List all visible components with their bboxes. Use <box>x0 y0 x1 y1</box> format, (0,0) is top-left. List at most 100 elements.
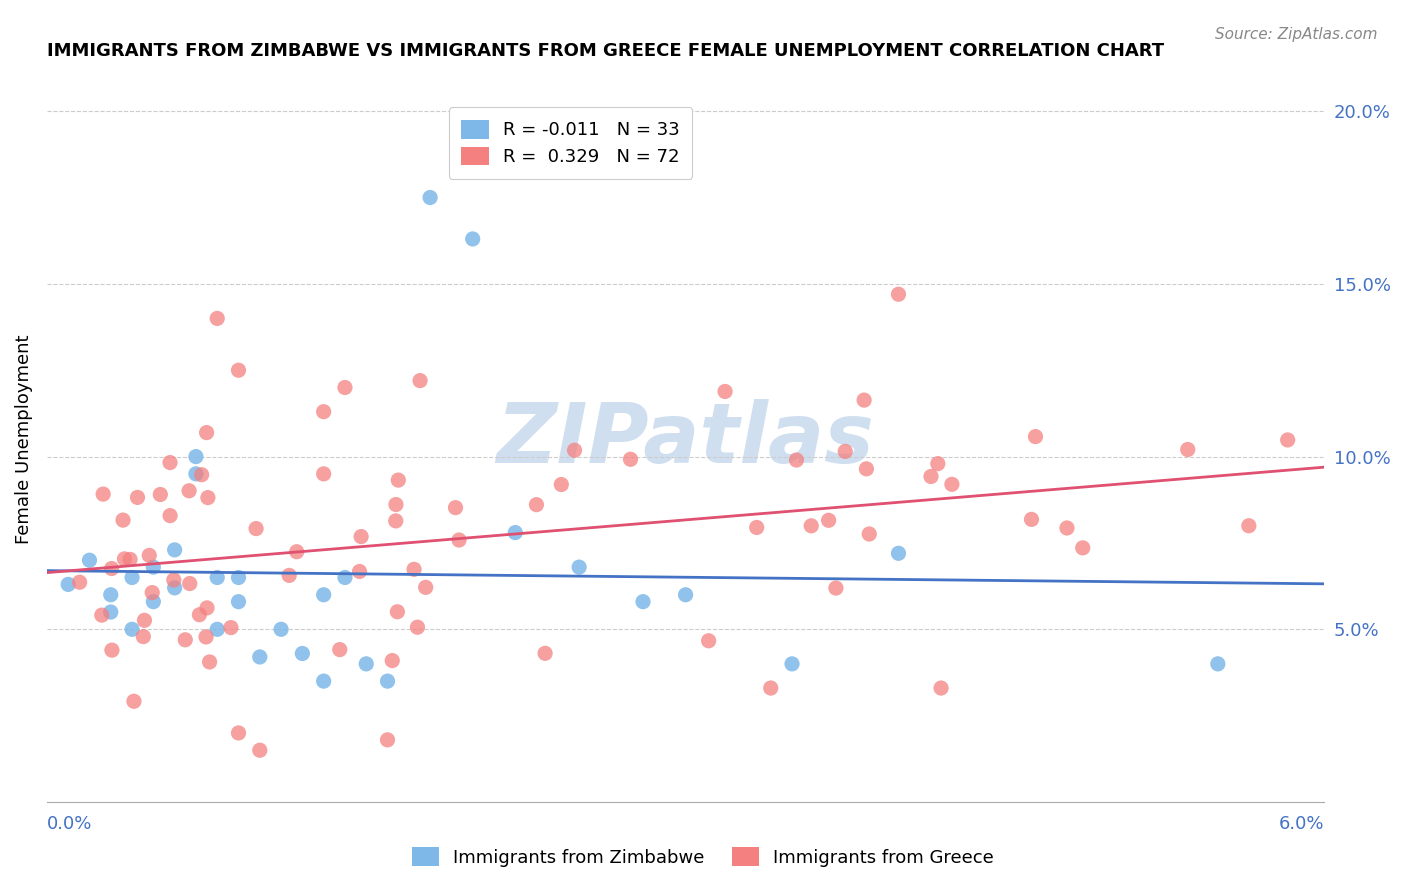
Point <box>785 453 807 467</box>
Point <box>887 287 910 301</box>
Point <box>228 726 250 740</box>
Point <box>205 311 228 326</box>
Point <box>941 477 963 491</box>
Point <box>1071 541 1094 555</box>
Point <box>91 487 114 501</box>
Point <box>101 643 124 657</box>
Point <box>56 577 79 591</box>
Point <box>333 380 356 394</box>
Point <box>447 533 470 547</box>
Point <box>111 513 134 527</box>
Point <box>503 525 526 540</box>
Point <box>568 560 591 574</box>
Point <box>759 681 782 695</box>
Y-axis label: Female Unemployment: Female Unemployment <box>15 334 32 544</box>
Point <box>534 646 557 660</box>
Point <box>697 633 720 648</box>
Point <box>141 585 163 599</box>
Point <box>381 654 404 668</box>
Point <box>249 743 271 757</box>
Point <box>163 581 186 595</box>
Point <box>159 456 181 470</box>
Point <box>163 542 186 557</box>
Point <box>853 393 876 408</box>
Point <box>419 190 441 204</box>
Point <box>195 630 218 644</box>
Point <box>278 568 301 582</box>
Point <box>384 514 406 528</box>
Point <box>197 491 219 505</box>
Point <box>142 595 165 609</box>
Point <box>675 588 697 602</box>
Point <box>817 513 839 527</box>
Point <box>149 487 172 501</box>
Text: ZIPatlas: ZIPatlas <box>496 399 875 480</box>
Point <box>780 657 803 671</box>
Point <box>120 552 142 566</box>
Point <box>132 630 155 644</box>
Point <box>444 500 467 515</box>
Point <box>1177 442 1199 457</box>
Point <box>377 674 399 689</box>
Point <box>121 570 143 584</box>
Point <box>415 580 437 594</box>
Point <box>69 575 91 590</box>
Point <box>329 642 352 657</box>
Point <box>195 600 218 615</box>
Point <box>409 374 432 388</box>
Point <box>122 694 145 708</box>
Point <box>228 595 250 609</box>
Point <box>291 647 314 661</box>
Point <box>387 605 409 619</box>
Point <box>550 477 572 491</box>
Point <box>174 632 197 647</box>
Point <box>205 623 228 637</box>
Text: 6.0%: 6.0% <box>1279 815 1324 833</box>
Point <box>714 384 737 399</box>
Point <box>312 405 335 419</box>
Point <box>619 452 641 467</box>
Point <box>631 595 654 609</box>
Point <box>526 498 548 512</box>
Point <box>100 561 122 575</box>
Point <box>920 469 942 483</box>
Point <box>228 363 250 377</box>
Point <box>350 530 373 544</box>
Point <box>90 608 112 623</box>
Point <box>406 620 429 634</box>
Point <box>402 562 425 576</box>
Point <box>127 491 149 505</box>
Point <box>333 570 356 584</box>
Point <box>228 570 250 584</box>
Point <box>179 576 201 591</box>
Point <box>349 565 371 579</box>
Point <box>745 520 768 534</box>
Point <box>184 467 207 481</box>
Legend: Immigrants from Zimbabwe, Immigrants from Greece: Immigrants from Zimbabwe, Immigrants fro… <box>405 840 1001 874</box>
Point <box>114 552 136 566</box>
Point <box>825 581 848 595</box>
Point <box>138 549 160 563</box>
Point <box>855 462 877 476</box>
Point <box>385 498 408 512</box>
Point <box>249 649 271 664</box>
Point <box>564 443 586 458</box>
Point <box>188 607 211 622</box>
Point <box>461 232 484 246</box>
Point <box>312 467 335 481</box>
Point <box>100 605 122 619</box>
Point <box>270 623 292 637</box>
Point <box>1237 518 1260 533</box>
Point <box>163 573 186 587</box>
Point <box>134 613 156 627</box>
Point <box>1056 521 1078 535</box>
Text: 0.0%: 0.0% <box>46 815 93 833</box>
Point <box>927 457 949 471</box>
Point <box>142 560 165 574</box>
Point <box>205 570 228 584</box>
Point <box>1021 512 1043 526</box>
Point <box>312 674 335 689</box>
Point <box>198 655 221 669</box>
Point <box>219 621 242 635</box>
Point <box>79 553 101 567</box>
